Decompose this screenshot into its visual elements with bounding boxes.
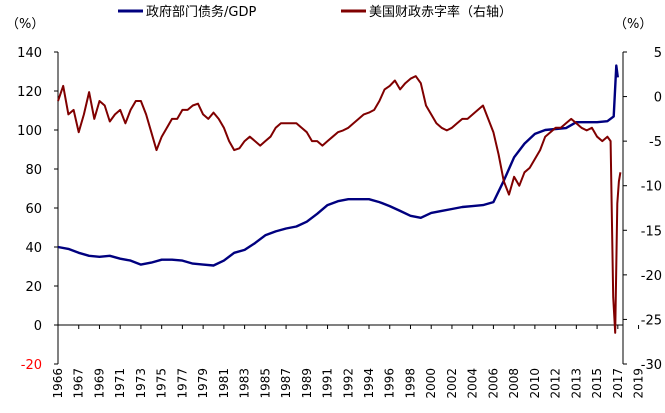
legend: 政府部门债务/GDP 美国财政赤字率（右轴）: [118, 4, 512, 20]
x-tick-label: 2006: [486, 368, 500, 399]
left-tick-label: 140: [17, 46, 42, 61]
x-tick-label: 2000: [424, 368, 438, 399]
left-tick-label: 60: [25, 202, 42, 217]
x-tick-label: 1967: [72, 368, 86, 399]
right-tick-label: -20: [641, 269, 662, 284]
x-tick-label: 2002: [445, 368, 459, 399]
x-tick-label: 2019: [632, 368, 646, 399]
left-tick-label: 0: [34, 319, 42, 334]
x-tick-label: 2017: [611, 368, 625, 399]
x-tick-label: 1969: [92, 368, 106, 399]
left-axis-ticks: 140 120 100 80 60 40 20 0 -20: [17, 46, 58, 373]
left-tick-label: 40: [25, 241, 42, 256]
left-axis-unit: （%）: [6, 17, 44, 32]
x-tick-label: 2012: [549, 368, 563, 399]
series-line-deficit: [57, 75, 622, 334]
x-tick-label: 1981: [217, 368, 231, 399]
x-tick-label: 1983: [238, 368, 252, 399]
legend-label-deficit: 美国财政赤字率（右轴）: [369, 4, 512, 20]
right-tick-label: -10: [641, 180, 662, 195]
right-tick-label: -5: [649, 135, 662, 150]
left-tick-label: -20: [21, 358, 42, 373]
x-tick-label: 1991: [321, 368, 335, 399]
x-tick-label: 1977: [175, 368, 189, 399]
x-tick-label: 1987: [279, 368, 293, 399]
x-tick-label: 1973: [134, 368, 148, 399]
left-tick-label: 20: [25, 280, 42, 295]
right-axis-unit: （%）: [614, 17, 652, 32]
left-tick-label: 120: [17, 85, 42, 100]
x-tick-label: 1989: [300, 368, 314, 399]
right-tick-label: 0: [654, 91, 662, 106]
x-tick-label: 1975: [155, 368, 169, 399]
x-tick-label: 1971: [113, 368, 127, 399]
x-tick-label: 2015: [590, 368, 604, 399]
x-axis-ticks: 1966 1967 1969 1971 1973 1975 1977 1979 1981 1983…: [51, 325, 646, 399]
x-tick-label: 2013: [569, 368, 583, 399]
right-tick-label: 5: [654, 46, 662, 61]
right-tick-label: -25: [641, 313, 662, 328]
series-line-debt: [57, 64, 619, 267]
x-tick-label: 2008: [507, 368, 521, 399]
x-tick-label: 1966: [51, 368, 65, 399]
legend-label-debt: 政府部门债务/GDP: [146, 4, 256, 20]
x-tick-label: 1985: [258, 368, 272, 399]
x-tick-label: 1994: [362, 368, 376, 399]
x-tick-label: 1992: [341, 368, 355, 399]
x-tick-label: 1979: [196, 368, 210, 399]
right-tick-label: -15: [641, 224, 662, 239]
x-tick-label: 2004: [466, 368, 480, 399]
right-axis-ticks: 5 0 -5 -10 -15 -20 -25 -30: [623, 46, 662, 373]
left-tick-label: 80: [25, 163, 42, 178]
x-tick-label: 1998: [403, 368, 417, 399]
x-tick-label: 1996: [383, 368, 397, 399]
right-tick-label: -30: [641, 358, 662, 373]
left-tick-label: 100: [17, 124, 42, 139]
x-tick-label: 2010: [528, 368, 542, 399]
